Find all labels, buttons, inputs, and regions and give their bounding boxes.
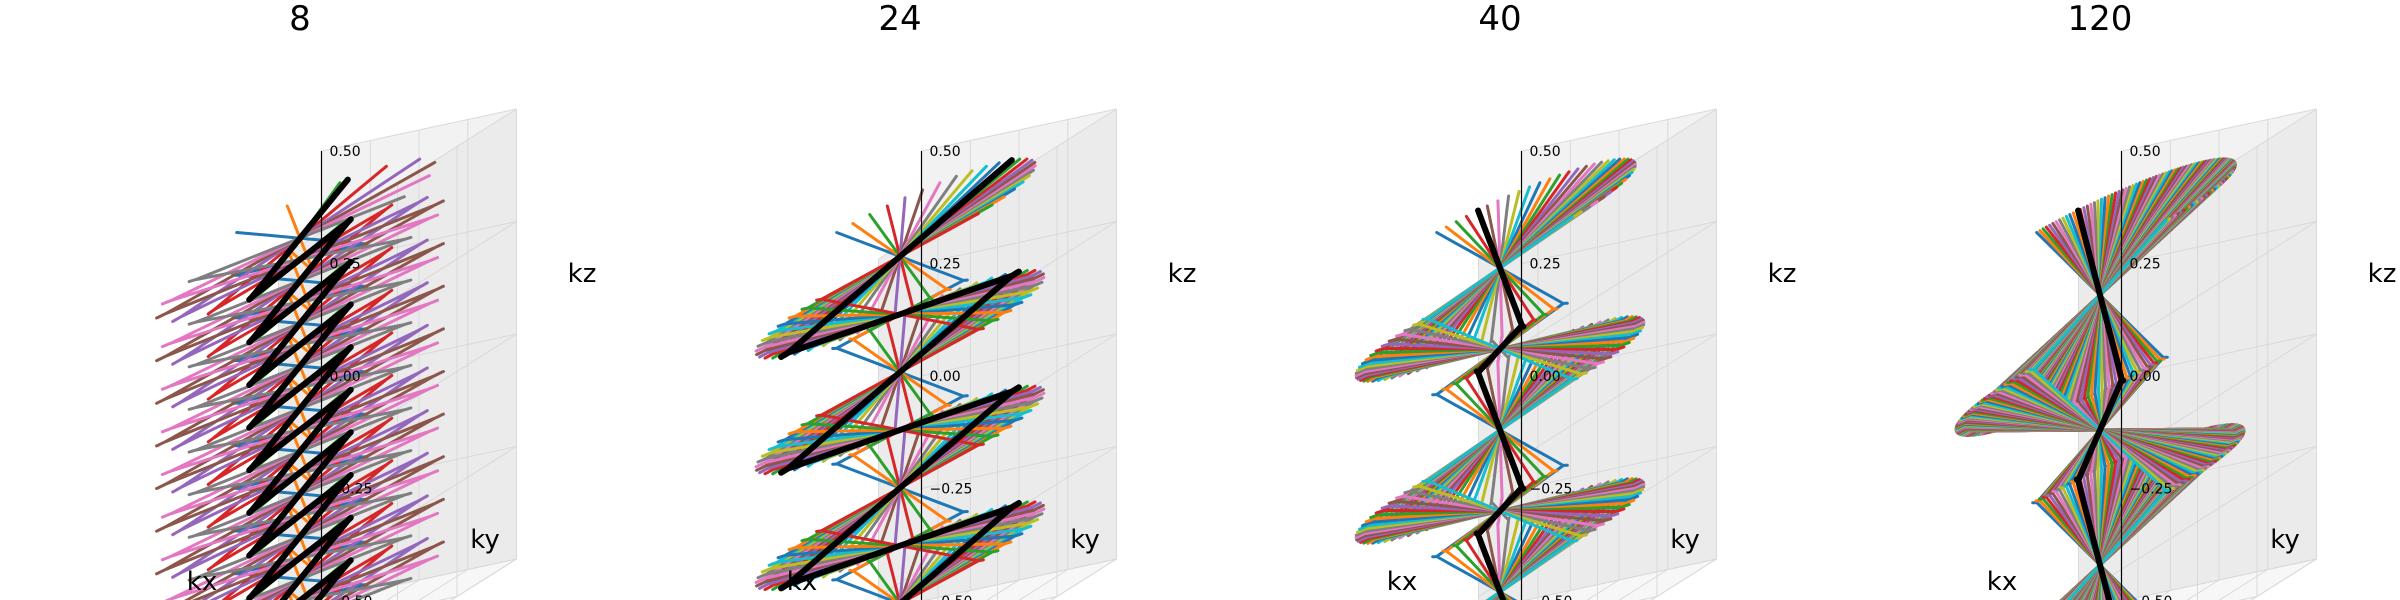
z-tick-label: 0.25 — [930, 257, 961, 273]
panes — [878, 109, 1117, 600]
subplot-120: −0.50−0.50−0.50−0.25−0.25−0.250.000.000.… — [1800, 0, 2400, 600]
subplot-title: 40 — [1478, 0, 1521, 39]
z-tick-label: −0.25 — [330, 482, 373, 498]
gridline — [921, 108, 1117, 152]
x-axis-label: kx — [1387, 567, 1417, 597]
gridline — [321, 108, 517, 152]
z-tick-label: −0.25 — [1530, 482, 1573, 498]
axis-labels: kx ky kz — [787, 259, 1197, 597]
highlighted-segment — [2073, 207, 2127, 600]
z-tick-label: 0.00 — [330, 369, 361, 385]
gridline — [1018, 569, 1069, 600]
z-tick-label: 0.50 — [930, 144, 961, 160]
gridline — [1521, 108, 1717, 152]
tick-labels: −0.50−0.50−0.50−0.25−0.25−0.250.000.000.… — [930, 144, 973, 600]
gridline — [923, 558, 1117, 600]
z-tick-label: −0.50 — [930, 594, 973, 600]
axes3d: −0.50−0.50−0.50−0.25−0.25−0.250.000.000.… — [155, 0, 597, 600]
z-tick-label: 0.00 — [2130, 369, 2161, 385]
z-axis-label: kz — [568, 259, 597, 289]
gridline — [2218, 569, 2269, 600]
trajectories — [754, 157, 1046, 600]
z-tick-label: 0.50 — [1530, 144, 1561, 160]
axes3d: −0.50−0.50−0.50−0.25−0.25−0.250.000.000.… — [754, 0, 1197, 600]
z-tick-label: 0.00 — [930, 369, 961, 385]
gridline — [450, 558, 517, 600]
z-axis-label: kz — [2368, 259, 2397, 289]
x-axis-label: kx — [1987, 567, 2017, 597]
gridline — [2123, 558, 2317, 600]
subplot-40: −0.50−0.50−0.50−0.25−0.25−0.250.000.000.… — [1200, 0, 1800, 600]
z-tick-label: −0.50 — [330, 594, 373, 600]
axis-labels: kx ky kz — [187, 259, 597, 597]
gridline — [418, 569, 469, 600]
gridline — [921, 221, 1117, 264]
subplot-title: 120 — [2068, 0, 2133, 39]
x-axis-label: kx — [187, 567, 217, 597]
gridline — [1523, 558, 1717, 600]
gridline — [1650, 558, 1717, 600]
axis-lines — [2120, 151, 2123, 600]
trajectories — [155, 157, 445, 600]
x-axis-label: kx — [787, 567, 817, 597]
z-tick-label: 0.50 — [2130, 144, 2161, 160]
gridline — [921, 333, 1117, 377]
highlighted-segment — [246, 176, 354, 600]
axis-lines — [1520, 151, 1523, 600]
tick-labels: −0.50−0.50−0.50−0.25−0.25−0.250.000.000.… — [2130, 144, 2173, 600]
z-tick-label: 0.00 — [1530, 369, 1561, 385]
y-axis-label: ky — [1070, 525, 1100, 555]
panes — [278, 109, 517, 600]
gridline — [321, 221, 517, 264]
gridline — [323, 558, 517, 600]
gridline — [2250, 558, 2317, 600]
axis-labels: kx ky kz — [1387, 259, 1797, 597]
z-axis-label: kz — [1168, 259, 1197, 289]
subplot-title: 8 — [289, 0, 311, 39]
z-axis-label: kz — [1768, 259, 1797, 289]
y-axis-label: ky — [470, 525, 500, 555]
axis-labels: kx ky kz — [1987, 259, 2397, 597]
gridline — [2121, 221, 2317, 264]
z-tick-label: −0.25 — [2130, 482, 2173, 498]
y-axis-label: ky — [1670, 525, 1700, 555]
axis-lines — [920, 151, 923, 600]
subplot-8: −0.50−0.50−0.50−0.25−0.25−0.250.000.000.… — [0, 0, 600, 600]
z-tick-label: −0.25 — [930, 482, 973, 498]
subplot-title: 24 — [878, 0, 921, 39]
gridline — [1618, 569, 1669, 600]
tick-labels: −0.50−0.50−0.50−0.25−0.25−0.250.000.000.… — [330, 144, 373, 600]
highlighted-segment — [778, 157, 1022, 600]
axis-lines — [320, 151, 323, 600]
axes3d: −0.50−0.50−0.50−0.25−0.25−0.250.000.000.… — [1954, 0, 2397, 600]
gridline — [1050, 558, 1117, 600]
z-tick-label: −0.50 — [2130, 594, 2173, 600]
subplot-24: −0.50−0.50−0.50−0.25−0.25−0.250.000.000.… — [600, 0, 1200, 600]
trajectories — [1954, 157, 2246, 600]
z-tick-label: 0.50 — [330, 144, 361, 160]
gridline — [1521, 221, 1717, 264]
z-tick-label: −0.50 — [1530, 594, 1573, 600]
y-axis-label: ky — [2270, 525, 2300, 555]
trajectories — [1354, 157, 1646, 600]
highlighted-segment — [1473, 207, 1527, 600]
axes3d: −0.50−0.50−0.50−0.25−0.25−0.250.000.000.… — [1354, 0, 1797, 600]
gridline — [2121, 108, 2317, 152]
z-tick-label: 0.25 — [2130, 257, 2161, 273]
tick-labels: −0.50−0.50−0.50−0.25−0.25−0.250.000.000.… — [1530, 144, 1573, 600]
z-tick-label: 0.25 — [1530, 257, 1561, 273]
z-tick-label: 0.25 — [330, 257, 361, 273]
